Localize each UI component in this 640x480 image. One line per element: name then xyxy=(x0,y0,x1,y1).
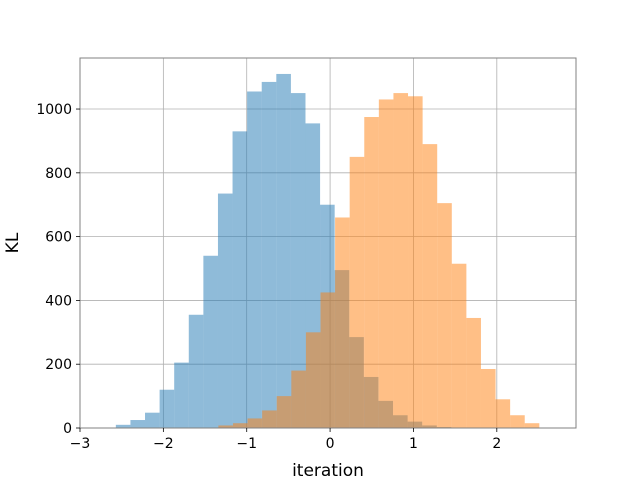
histogram-bar xyxy=(203,255,218,428)
histogram-bar xyxy=(262,410,277,428)
histogram-bar xyxy=(145,412,160,428)
histogram-bar xyxy=(524,423,540,428)
histogram-bar xyxy=(232,423,248,428)
histogram-bar xyxy=(364,117,379,429)
histogram-bar xyxy=(422,144,438,428)
histogram-bar xyxy=(232,131,248,429)
histogram-bar xyxy=(115,424,131,428)
x-tick-label: 2 xyxy=(492,436,501,452)
histogram-bar xyxy=(276,396,292,428)
plot-frame xyxy=(79,57,577,429)
histogram-bar xyxy=(188,314,204,428)
histogram-bar xyxy=(451,263,467,428)
histogram-bar xyxy=(130,420,146,428)
histogram-bars xyxy=(115,73,540,429)
axis-ticks: −3 −2 −1 0 1 2 0 200 400 600 800 1000 xyxy=(36,102,501,452)
y-tick-label: 200 xyxy=(45,357,72,373)
histogram-bar xyxy=(247,91,262,428)
x-axis-label: iteration xyxy=(292,461,364,480)
x-tick-label: 0 xyxy=(326,436,335,452)
histogram-bar xyxy=(247,418,263,428)
histogram-bar xyxy=(276,73,291,428)
x-tick-label: −3 xyxy=(70,436,91,452)
histogram-bar xyxy=(466,317,481,428)
histogram-bar xyxy=(305,332,321,428)
y-tick-label: 400 xyxy=(45,293,72,309)
x-tick-label: 1 xyxy=(409,436,418,452)
y-tick-label: 800 xyxy=(45,166,72,182)
histogram-bar xyxy=(261,81,277,428)
histogram-bar xyxy=(437,203,452,428)
histogram-bar xyxy=(480,368,496,428)
y-tick-label: 600 xyxy=(45,230,72,246)
x-tick-label: −1 xyxy=(236,436,257,452)
histogram-bar xyxy=(218,425,233,428)
histogram-bar xyxy=(510,415,525,428)
histogram-bar xyxy=(320,292,336,428)
histogram-bar xyxy=(291,370,306,428)
histogram-bar xyxy=(335,217,350,428)
histogram-bar xyxy=(495,399,511,428)
histogram-bar xyxy=(408,96,423,428)
histogram-bar xyxy=(349,156,365,428)
histogram-bar xyxy=(393,93,409,428)
x-tick-label: −2 xyxy=(153,436,174,452)
histogram-bar xyxy=(378,99,394,428)
histogram-bar xyxy=(290,93,306,428)
histogram-bar xyxy=(174,362,189,428)
y-tick-label: 0 xyxy=(63,421,72,437)
histogram-bar xyxy=(159,389,175,428)
y-tick-label: 1000 xyxy=(36,102,72,118)
histogram-bar xyxy=(217,193,233,428)
y-axis-label: KL xyxy=(3,232,23,253)
